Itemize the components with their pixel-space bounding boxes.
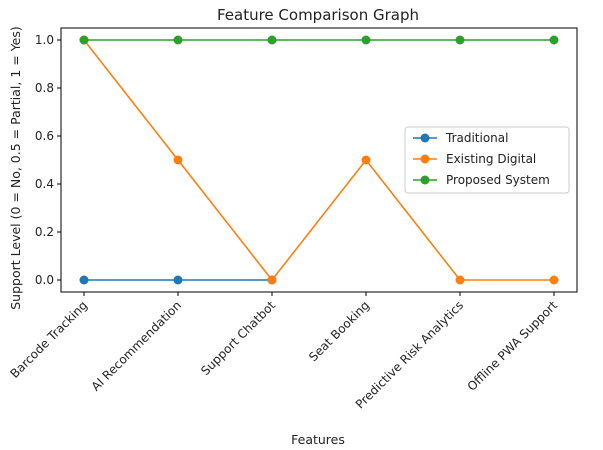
series-layer (79, 35, 559, 285)
legend-label-proposed-system: Proposed System (446, 173, 550, 187)
legend-box (404, 126, 570, 194)
data-point-existing-digital (455, 275, 465, 285)
y-tick-label: 1.0 (35, 33, 54, 47)
data-point-existing-digital (361, 155, 371, 165)
y-tick-label: 0.4 (35, 177, 54, 191)
legend-label-traditional: Traditional (445, 131, 508, 145)
legend: Traditional Existing Digital Proposed Syst… (404, 126, 570, 194)
y-axis-ticks: 0.0 0.2 0.4 0.6 0.8 1.0 (35, 33, 61, 287)
y-tick-label: 0.8 (35, 81, 54, 95)
x-axis-label: Features (291, 432, 345, 447)
x-tick-label-offline-pwa-support: Offline PWA Support (465, 298, 561, 394)
data-point-existing-digital (549, 275, 559, 285)
data-point-proposed-system (173, 35, 183, 45)
chart-title: Feature Comparison Graph (217, 6, 419, 24)
data-point-traditional (173, 275, 183, 285)
legend-swatch-marker (420, 133, 430, 143)
data-point-proposed-system (267, 35, 277, 45)
y-axis-label: Support Level (0 = No, 0.5 = Partial, 1 … (8, 26, 23, 310)
legend-swatch-marker (420, 175, 430, 185)
y-tick-label: 0.0 (35, 273, 54, 287)
legend-swatch-marker (420, 154, 430, 164)
series-proposed-system (79, 35, 559, 45)
data-point-existing-digital (173, 155, 183, 165)
data-point-existing-digital (267, 275, 277, 285)
legend-label-existing-digital: Existing Digital (446, 152, 536, 166)
y-tick-label: 0.2 (35, 225, 54, 239)
y-tick-label: 0.6 (35, 129, 54, 143)
data-point-proposed-system (455, 35, 465, 45)
data-point-proposed-system (549, 35, 559, 45)
x-tick-label-seat-booking: Seat Booking (306, 298, 372, 364)
x-tick-label-ai-recommendation: AI Recommendation (89, 298, 184, 393)
x-tick-label-predictive-risk-analytics: Predictive Risk Analytics (353, 298, 466, 411)
plot-area (60, 27, 578, 293)
data-point-traditional (79, 275, 89, 285)
data-point-proposed-system (361, 35, 371, 45)
x-tick-label-support-chatbot: Support Chatbot (198, 298, 278, 378)
data-point-proposed-system (79, 35, 89, 45)
series-traditional (79, 275, 277, 285)
series-line-existing-digital (83, 39, 554, 282)
